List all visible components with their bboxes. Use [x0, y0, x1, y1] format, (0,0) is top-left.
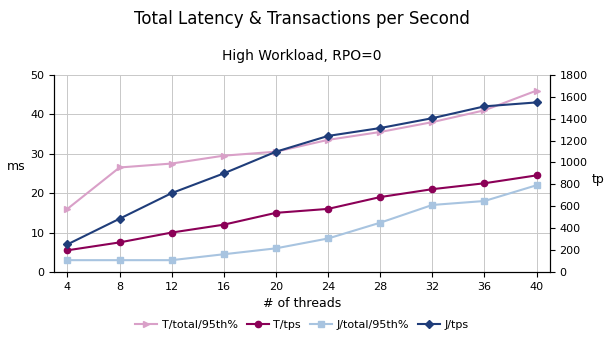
J/total/95th%: [533, 183, 540, 187]
Y-axis label: tps: tps: [592, 173, 604, 186]
T/tps: [324, 207, 332, 211]
J/total/95th%: [116, 258, 123, 262]
J/total/95th%: [168, 258, 175, 262]
J/tps: [481, 104, 488, 108]
J/tps: [64, 242, 71, 246]
J/total/95th%: [272, 246, 280, 250]
Line: J/tps: J/tps: [64, 99, 540, 248]
J/tps: [429, 116, 436, 120]
J/total/95th%: [481, 199, 488, 203]
T/tps: [64, 248, 71, 252]
T/total/95th%: [64, 207, 71, 211]
J/total/95th%: [324, 236, 332, 240]
T/total/95th%: [168, 162, 175, 166]
T/tps: [116, 240, 123, 244]
Line: T/tps: T/tps: [64, 172, 540, 253]
T/total/95th%: [220, 154, 228, 158]
J/tps: [376, 126, 384, 130]
Text: Total Latency & Transactions per Second: Total Latency & Transactions per Second: [134, 10, 470, 28]
J/total/95th%: [220, 252, 228, 256]
T/total/95th%: [533, 88, 540, 92]
T/tps: [481, 181, 488, 185]
J/tps: [168, 191, 175, 195]
X-axis label: # of threads: # of threads: [263, 297, 341, 310]
J/total/95th%: [64, 258, 71, 262]
T/tps: [533, 173, 540, 177]
T/total/95th%: [376, 130, 384, 134]
J/tps: [533, 100, 540, 104]
J/tps: [116, 217, 123, 221]
J/tps: [220, 171, 228, 175]
J/total/95th%: [429, 203, 436, 207]
T/total/95th%: [272, 150, 280, 154]
Text: High Workload, RPO=0: High Workload, RPO=0: [222, 49, 382, 63]
J/total/95th%: [376, 221, 384, 225]
T/tps: [429, 187, 436, 191]
Y-axis label: ms: ms: [7, 160, 26, 173]
T/tps: [220, 223, 228, 227]
T/tps: [168, 231, 175, 235]
T/tps: [376, 195, 384, 199]
Line: T/total/95th%: T/total/95th%: [64, 87, 540, 212]
T/total/95th%: [116, 166, 123, 170]
Line: J/total/95th%: J/total/95th%: [64, 182, 540, 263]
J/tps: [324, 134, 332, 138]
T/total/95th%: [429, 120, 436, 124]
T/tps: [272, 211, 280, 215]
T/total/95th%: [324, 138, 332, 142]
Legend: T/total/95th%, T/tps, J/total/95th%, J/tps: T/total/95th%, T/tps, J/total/95th%, J/t…: [130, 316, 474, 335]
T/total/95th%: [481, 108, 488, 112]
J/tps: [272, 150, 280, 154]
